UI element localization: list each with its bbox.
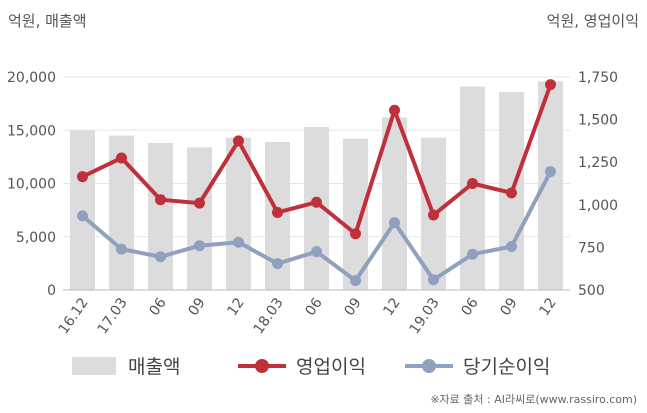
x-tick-label: 09 bbox=[185, 295, 208, 319]
x-tick-label: 18.03 bbox=[251, 295, 287, 337]
point-net bbox=[77, 210, 88, 222]
right-axis-unit: 억원, 영업이익 bbox=[546, 12, 639, 30]
legend-label-net: 당기순이익 bbox=[463, 356, 551, 378]
legend: 매출액 영업이익 당기순이익 bbox=[0, 352, 647, 382]
point-net bbox=[311, 246, 322, 258]
point-net bbox=[467, 248, 478, 260]
x-tick-label: 06 bbox=[458, 295, 481, 319]
y-right-tick-label: 1,750 bbox=[578, 70, 618, 86]
x-tick-label: 06 bbox=[302, 295, 325, 319]
point-net bbox=[272, 258, 283, 270]
x-tick-label: 16.12 bbox=[56, 295, 92, 337]
point-net bbox=[506, 241, 517, 253]
y-left-tick-label: 10,000 bbox=[7, 177, 56, 193]
bar-sales bbox=[226, 137, 251, 290]
point-net bbox=[155, 251, 166, 263]
legend-item-net: 당기순이익 bbox=[405, 352, 550, 379]
point-op bbox=[545, 79, 556, 91]
point-net bbox=[350, 275, 361, 287]
bar-sales bbox=[70, 130, 95, 290]
point-op bbox=[350, 228, 361, 240]
y-left-tick-label: 5,000 bbox=[16, 230, 56, 246]
x-tick-label: 09 bbox=[497, 295, 520, 319]
point-op bbox=[428, 209, 439, 221]
legend-bar-swatch bbox=[72, 356, 116, 375]
point-net bbox=[545, 166, 556, 178]
bar-sales bbox=[382, 117, 407, 290]
point-net bbox=[194, 240, 205, 252]
bar-sales bbox=[187, 147, 212, 290]
legend-line-swatch-op bbox=[238, 357, 286, 375]
legend-label-sales: 매출액 bbox=[128, 356, 181, 378]
point-op bbox=[311, 196, 322, 208]
x-tick-label: 12 bbox=[224, 295, 247, 319]
x-tick-label: 06 bbox=[146, 295, 169, 319]
y-left-tick-label: 20,000 bbox=[7, 70, 56, 86]
combo-chart: 0 5,000 10,000 15,000 20,000 500 750 1,000 1,250… bbox=[7, 70, 618, 337]
source-note: ※자료 출처 : AI라씨로(www.rassiro.com) bbox=[430, 393, 637, 406]
point-op bbox=[116, 152, 127, 164]
y-right-tick-label: 1,250 bbox=[578, 155, 618, 171]
point-net bbox=[116, 243, 127, 255]
bar-sales bbox=[148, 143, 173, 290]
x-tick-label: 12 bbox=[536, 295, 559, 319]
legend-label-op: 영업이익 bbox=[296, 356, 366, 378]
point-op bbox=[467, 178, 478, 189]
point-op bbox=[77, 171, 88, 183]
y-left-tick-label: 15,000 bbox=[7, 123, 56, 139]
y-right-tick-label: 1,500 bbox=[578, 113, 618, 129]
y-right-tick-label: 750 bbox=[578, 240, 605, 256]
point-op bbox=[194, 197, 205, 209]
legend-line-swatch-net bbox=[405, 357, 453, 375]
point-op bbox=[506, 187, 517, 199]
legend-item-sales: 매출액 bbox=[72, 352, 180, 379]
y-left-tick-label: 0 bbox=[47, 283, 56, 299]
y-right-tick-label: 1,000 bbox=[578, 198, 618, 214]
left-axis-unit: 억원, 매출액 bbox=[8, 12, 87, 30]
x-tick-label: 19.03 bbox=[407, 295, 443, 337]
legend-item-op: 영업이익 bbox=[238, 352, 366, 379]
point-op bbox=[155, 194, 166, 206]
point-net bbox=[233, 236, 244, 248]
x-tick-label: 12 bbox=[380, 295, 403, 319]
point-op bbox=[233, 135, 244, 147]
x-tick-label: 17.03 bbox=[95, 295, 131, 337]
point-net bbox=[389, 217, 400, 229]
point-op bbox=[389, 104, 400, 116]
point-net bbox=[428, 274, 439, 286]
y-right-tick-label: 500 bbox=[578, 283, 605, 299]
x-tick-label: 09 bbox=[341, 295, 364, 319]
point-op bbox=[272, 206, 283, 218]
